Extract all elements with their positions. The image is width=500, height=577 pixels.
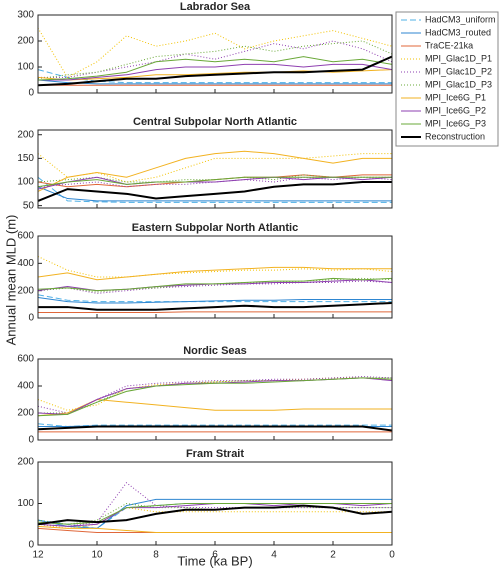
y-tick-label: 0 (28, 88, 34, 99)
x-tick-label: 10 (91, 550, 103, 561)
series-line (37, 525, 392, 534)
y-tick-label: 200 (17, 129, 34, 140)
series-line (37, 277, 393, 292)
legend-label: MPI_Glac1D_P2 (425, 66, 492, 76)
y-tick-label: 100 (17, 177, 34, 188)
series-line (37, 423, 392, 428)
series-line (37, 482, 392, 527)
series-line (37, 27, 393, 79)
legend-label: HadCM3_uniform (425, 14, 496, 24)
panel-title: Eastern Subpolar North Atlantic (132, 222, 298, 234)
series-line (37, 376, 393, 414)
x-tick-label: 6 (212, 550, 218, 561)
legend-label: Reconstruction (425, 131, 485, 141)
series-line (37, 256, 393, 278)
series-line (37, 425, 393, 432)
x-tick-label: 8 (153, 550, 159, 561)
x-tick-label: 2 (330, 550, 336, 561)
series-line (37, 174, 392, 188)
legend-label: MPI_Glac1D_P1 (425, 53, 492, 63)
panel-title: Labrador Sea (180, 1, 251, 13)
legend-label: MPI_Ice6G_P2 (425, 105, 486, 115)
series-line (37, 150, 392, 192)
panel-title: Central Subpolar North Atlantic (133, 116, 297, 128)
x-tick-label: 4 (271, 550, 277, 561)
series-line (38, 311, 392, 314)
series-line (37, 176, 392, 203)
series-line (37, 181, 392, 202)
y-tick-label: 200 (17, 285, 34, 296)
series-line (38, 63, 393, 81)
panel-title: Nordic Seas (183, 345, 247, 357)
series-line (38, 301, 393, 311)
y-tick-label: 100 (17, 62, 34, 73)
y-tick-label: 600 (17, 231, 34, 242)
y-tick-label: 600 (17, 354, 34, 365)
y-tick-label: 200 (17, 408, 34, 419)
plot-frame (37, 235, 393, 319)
series-line (37, 504, 393, 526)
y-tick-label: 300 (17, 10, 34, 21)
legend-label: MPI_Ice6G_P1 (425, 92, 486, 102)
plot-frame (37, 129, 393, 209)
series-line (37, 266, 392, 281)
series-line (37, 69, 393, 81)
y-tick-label: 400 (17, 258, 34, 269)
y-tick-label: 100 (17, 498, 34, 509)
series-line (37, 55, 393, 87)
series-line (37, 377, 393, 417)
series-line (37, 176, 392, 188)
y-tick-label: 200 (17, 457, 34, 468)
plot-frame (37, 358, 393, 441)
x-tick-label: 12 (32, 550, 44, 561)
y-tick-label: 150 (17, 153, 34, 164)
legend-label: MPI_Ice6G_P3 (425, 118, 486, 128)
y-tick-label: 0 (28, 313, 34, 324)
series-line (37, 56, 393, 81)
series-line (37, 297, 392, 304)
legend-label: HadCM3_routed (425, 27, 491, 37)
y-tick-label: 400 (17, 381, 34, 392)
x-tick-label: 0 (389, 550, 395, 561)
series-line (37, 79, 392, 85)
y-tick-label: 0 (28, 540, 34, 551)
y-tick-label: 50 (23, 200, 35, 211)
y-tick-label: 200 (17, 36, 34, 47)
plot-frame (37, 14, 393, 94)
panel-title: Fram Strait (186, 448, 244, 460)
y-axis-label: Annual mean MLD (m) (3, 215, 18, 346)
series-line (37, 527, 392, 534)
legend-label: MPI_Glac1D_P3 (425, 79, 492, 89)
series-line (37, 186, 392, 202)
series-line (37, 507, 392, 529)
plot-frame (37, 461, 393, 546)
series-line (37, 377, 393, 411)
series-line (37, 280, 393, 294)
series-line (37, 294, 392, 303)
x-axis-label: Time (ka BP) (177, 553, 252, 568)
legend-label: TraCE-21ka (425, 40, 473, 50)
y-tick-label: 0 (28, 435, 34, 446)
